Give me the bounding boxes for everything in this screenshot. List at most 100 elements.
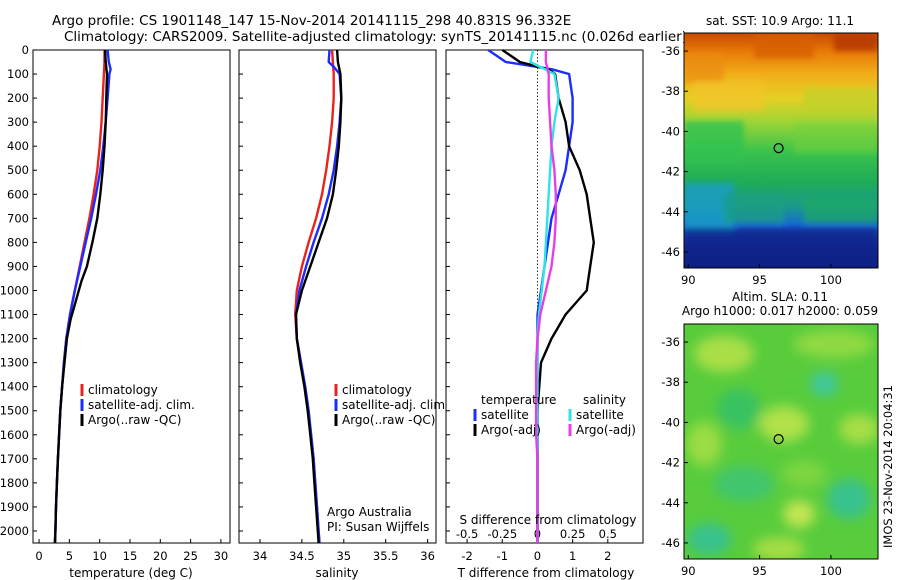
x-tick-label: 35.5 (373, 549, 399, 563)
salinity-plot-frame (238, 49, 437, 544)
x-tick-label: 30 (214, 549, 229, 563)
map-lat-label: -42 (661, 165, 680, 179)
sst-map-panel: sat. SST: 10.9 Argo: 11.1 90 95 100 -36 -38 -… (661, 14, 879, 287)
map-lon-label: 100 (820, 564, 842, 578)
series-line-argo-raw-qc- (53, 49, 109, 544)
map-lat-label: -40 (661, 124, 680, 138)
t-difference-axis: -2 -1 0 1 2 (446, 49, 611, 563)
argo-location-marker (773, 434, 784, 445)
salinity-axis-label: salinity (315, 566, 358, 580)
x-tick-label: 25 (183, 549, 198, 563)
temperature-plot-frame (32, 49, 231, 544)
legend-group-title: salinity (583, 393, 626, 407)
map-lat-label: -36 (661, 44, 680, 58)
x-tick-label: 1 (569, 549, 576, 563)
legend-label: satellite-adj. clim. (88, 398, 195, 412)
salinity-series (294, 49, 343, 544)
map-lon-label: 95 (752, 273, 767, 287)
legend-label: climatology (342, 383, 412, 397)
salinity-axis: 34 34.5 35 35.5 36 (239, 49, 435, 563)
map-lat-label: -42 (661, 456, 680, 470)
depth-tick-label: 1000 (0, 283, 29, 297)
depth-tick-label: 1600 (0, 428, 29, 442)
depth-tick-label: 700 (7, 211, 29, 225)
temperature-profile-panel: 0100200300400500600700800900100011001200… (0, 43, 231, 580)
sst-map-title: sat. SST: 10.9 Argo: 11.1 (706, 14, 854, 28)
difference-series (487, 49, 595, 543)
x-tick-label: -1 (497, 549, 508, 563)
depth-tick-label: 1700 (0, 452, 29, 466)
difference-legend: temperaturesatelliteArgo(-adj)salinitysa… (473, 393, 636, 437)
temperature-axis: 0 5 10 15 20 25 30 (35, 539, 228, 563)
s-tick-label: 0.5 (599, 527, 617, 541)
x-tick-label: 34.5 (289, 549, 315, 563)
temperature-axis-label: temperature (deg C) (69, 566, 192, 580)
salinity-profile-panel: 34 34.5 35 35.5 36 salinity climatologysatel… (238, 49, 449, 580)
depth-tick-label: 300 (7, 115, 29, 129)
depth-tick-label: 500 (7, 163, 29, 177)
map-lon-label: 90 (681, 273, 696, 287)
depth-axis: 0 100 200 300 400 500 600 700 800 900 1000 1100 1200… (0, 43, 37, 538)
x-tick-label: 10 (92, 549, 107, 563)
series-line-argo-adj- (534, 50, 557, 543)
depth-tick-label: 1100 (0, 308, 29, 322)
argo-location-marker (773, 143, 784, 154)
x-tick-label: 15 (123, 549, 138, 563)
legend-group-title: temperature (481, 393, 556, 407)
sst-map-image (684, 33, 878, 268)
annotation-pi-name: PI: Susan Wijffels (327, 520, 429, 534)
depth-tick-label: 0 (22, 43, 29, 57)
depth-tick-label: 1500 (0, 404, 29, 418)
legend-label: climatology (88, 383, 158, 397)
depth-tick-label: 1200 (0, 332, 29, 346)
temperature-series (53, 49, 112, 544)
legend-label: Argo(-adj) (576, 423, 636, 437)
s-tick-label: 0.25 (560, 527, 586, 541)
figure-title-line1: Argo profile: CS 1901148_147 15-Nov-2014… (52, 13, 572, 29)
map-lat-label: -46 (661, 536, 680, 550)
sla-map-title-line1: Altim. SLA: 0.11 (732, 290, 828, 304)
legend-label: satellite (481, 408, 529, 422)
depth-tick-label: 1400 (0, 380, 29, 394)
sst-map-frame (683, 32, 879, 269)
sla-map-title-line2: Argo h1000: 0.017 h2000: 0.059 (682, 304, 878, 318)
legend-label: Argo(-adj) (481, 423, 541, 437)
legend-label: satellite-adj. clim. (342, 398, 449, 412)
map-lat-label: -44 (661, 205, 680, 219)
depth-tick-label: 1300 (0, 356, 29, 370)
x-tick-label: -2 (461, 549, 472, 563)
map-lon-label: 95 (752, 564, 767, 578)
map-lon-label: 100 (820, 273, 842, 287)
map-lat-label: -38 (661, 84, 680, 98)
map-lat-label: -38 (661, 375, 680, 389)
difference-profile-panel: -2 -1 0 1 2 -0.5 -0.25 0 0.25 0.5 S difference f… (445, 49, 644, 580)
series-line-argo-raw-qc- (294, 49, 343, 544)
x-tick-label: 0 (35, 549, 42, 563)
annotation-argo-australia: Argo Australia (327, 505, 412, 519)
legend-label: satellite (576, 408, 624, 422)
imos-timestamp-label: IMOS 23-Nov-2014 20:04:31 (881, 385, 895, 548)
sst-map-axes: 90 95 100 -36 -38 -40 -42 -44 -46 (661, 44, 842, 287)
sla-map-frame (683, 323, 879, 560)
map-lat-label: -46 (661, 245, 680, 259)
depth-tick-label: 2000 (0, 524, 29, 538)
sla-map-axes: 90 95 100 -36 -38 -40 -42 -44 -46 (661, 335, 842, 578)
figure-title-line2: Climatology: CARS2009. Satellite-adjuste… (64, 29, 687, 45)
t-difference-axis-label: T difference from climatology (457, 566, 635, 580)
map-lat-label: -40 (661, 415, 680, 429)
sla-map-image (684, 324, 878, 559)
legend-label: Argo(..raw -QC) (88, 413, 181, 427)
map-lon-label: 90 (681, 564, 696, 578)
x-tick-label: 5 (66, 549, 73, 563)
x-tick-label: 36 (420, 549, 435, 563)
sla-map-panel: Altim. SLA: 0.11 Argo h1000: 0.017 h2000… (661, 290, 879, 578)
depth-tick-label: 1900 (0, 500, 29, 514)
x-tick-label: 0 (534, 549, 541, 563)
map-lat-label: -44 (661, 496, 680, 510)
depth-tick-label: 800 (7, 235, 29, 249)
map-lat-label: -36 (661, 335, 680, 349)
legend-label: Argo(..raw -QC) (342, 413, 435, 427)
x-tick-label: 35 (336, 549, 351, 563)
